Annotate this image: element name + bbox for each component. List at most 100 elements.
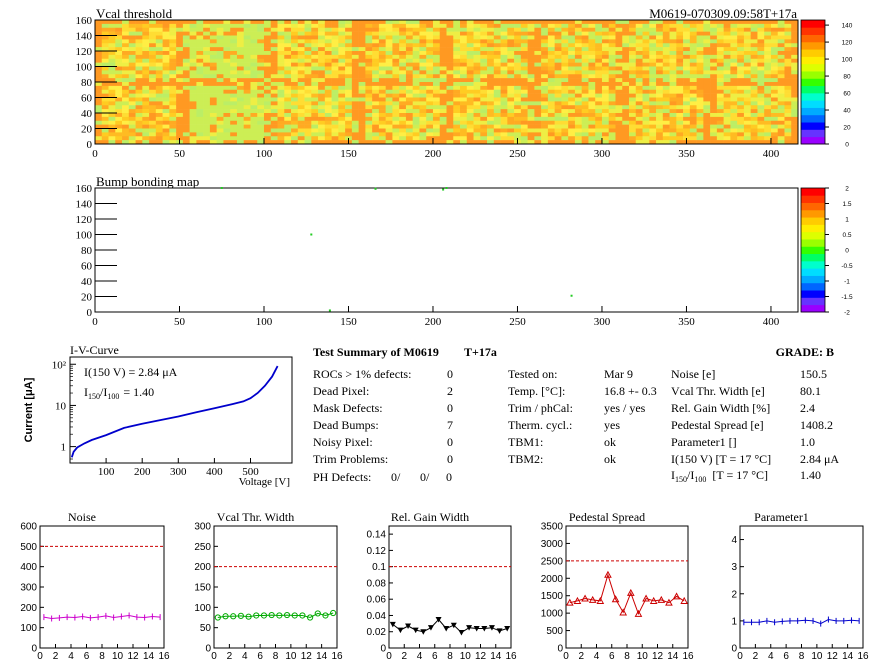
roc-plot-series-line — [43, 614, 161, 620]
vcal-pixel-cell — [615, 74, 623, 79]
vcal-pixel-cell — [750, 116, 758, 122]
vcal-pixel-cell — [635, 82, 643, 87]
vcal-pixel-cell — [230, 93, 238, 98]
vcal-pixel-cell — [189, 82, 197, 87]
vcal-pixel-cell — [629, 120, 637, 125]
vcal-pixel-cell — [574, 105, 582, 110]
vcal-pixel-cell — [473, 82, 481, 87]
vcal-pixel-cell — [277, 101, 285, 106]
vcal-pixel-cell — [547, 124, 555, 129]
vcal-pixel-cell — [527, 51, 535, 56]
vcal-pixel-cell — [757, 82, 765, 87]
vcal-pixel-cell — [426, 23, 434, 29]
vcal-pixel-cell — [182, 47, 190, 52]
vcal-pixel-cell — [358, 35, 366, 40]
vcal-pixel-cell — [142, 62, 150, 67]
vcal-pixel-cell — [615, 58, 623, 63]
vcal-pixel-cell — [115, 124, 123, 129]
vcal-pixel-cell — [263, 51, 272, 56]
vcal-pixel-cell — [500, 97, 508, 102]
vcal-pixel-cell — [453, 120, 461, 125]
vcal-pixel-cell — [649, 27, 657, 32]
vcal-pixel-cell — [223, 66, 231, 71]
vcal-pixel-cell — [203, 140, 211, 145]
vcal-pixel-cell — [311, 20, 319, 25]
vcal-pixel-cell — [514, 101, 522, 106]
vcal-pixel-cell — [514, 78, 522, 83]
vcal-pixel-cell — [629, 105, 637, 110]
vcal-pixel-cell — [777, 82, 785, 87]
vcal-pixel-cell — [716, 23, 724, 29]
vcal-pixel-cell — [764, 93, 772, 98]
vcal-pixel-cell — [554, 62, 562, 67]
vcal-pixel-cell — [142, 35, 150, 40]
vcal-pixel-cell — [588, 97, 596, 102]
vcal-pixel-cell — [257, 132, 265, 137]
bump-colorbar-label: 1 — [845, 217, 849, 224]
vcal-pixel-cell — [561, 62, 569, 67]
vcal-pixel-cell — [128, 27, 136, 32]
vcal-pixel-cell — [270, 93, 278, 98]
vcal-pixel-cell — [291, 27, 299, 32]
vcal-pixel-cell — [432, 27, 441, 32]
vcal-pixel-cell — [243, 140, 251, 145]
vcal-pixel-cell — [750, 20, 758, 25]
vcal-pixel-cell — [541, 58, 549, 63]
vcal-pixel-cell — [304, 93, 312, 98]
vcal-pixel-cell — [635, 128, 643, 133]
vcal-pixel-cell — [243, 93, 251, 98]
vcal-pixel-cell — [581, 23, 589, 29]
vcal-pixel-cell — [378, 51, 386, 56]
vcal-pixel-cell — [737, 20, 745, 25]
vcal-colorbar-band — [801, 107, 825, 116]
vcal-pixel-cell — [223, 113, 231, 118]
vcal-pixel-cell — [676, 97, 684, 102]
vcal-pixel-cell — [601, 109, 610, 114]
vcal-pixel-cell — [656, 31, 664, 36]
roc-plot-x-tick-label: 2 — [227, 651, 233, 662]
vcal-pixel-cell — [372, 35, 380, 40]
vcal-pixel-cell — [507, 27, 515, 32]
vcal-pixel-cell — [331, 47, 339, 52]
vcal-pixel-cell — [351, 47, 359, 52]
roc-plot-x-tick-label: 0 — [386, 651, 392, 662]
vcal-pixel-cell — [554, 20, 562, 25]
vcal-pixel-cell — [270, 23, 278, 29]
vcal-pixel-cell — [514, 47, 522, 52]
vcal-pixel-cell — [392, 124, 400, 129]
iv-y-tick-label: 10² — [52, 359, 67, 371]
vcal-pixel-cell — [480, 47, 488, 52]
vcal-pixel-cell — [203, 93, 211, 98]
vcal-pixel-cell — [689, 124, 697, 129]
vcal-pixel-cell — [581, 97, 589, 102]
vcal-pixel-cell — [676, 140, 684, 145]
vcal-pixel-cell — [439, 27, 447, 32]
vcal-pixel-cell — [182, 20, 190, 25]
vcal-pixel-cell — [243, 120, 251, 125]
vcal-pixel-cell — [230, 120, 238, 125]
vcal-pixel-cell — [108, 51, 116, 56]
vcal-pixel-cell — [223, 74, 231, 79]
vcal-pixel-cell — [162, 93, 170, 98]
vcal-pixel-cell — [466, 140, 474, 145]
vcal-pixel-cell — [635, 124, 643, 129]
vcal-pixel-cell — [385, 20, 393, 25]
vcal-pixel-cell — [385, 113, 393, 118]
vcal-pixel-cell — [209, 128, 217, 133]
vcal-pixel-cell — [676, 78, 684, 83]
vcal-pixel-cell — [466, 109, 474, 114]
vcal-pixel-cell — [723, 97, 731, 102]
vcal-pixel-cell — [730, 85, 738, 91]
vcal-pixel-cell — [642, 54, 650, 60]
vcal-pixel-cell — [216, 39, 224, 44]
vcal-pixel-cell — [480, 124, 488, 129]
vcal-pixel-cell — [696, 109, 704, 114]
vcal-pixel-cell — [95, 66, 103, 71]
vcal-pixel-cell — [426, 54, 434, 60]
vcal-pixel-cell — [595, 93, 603, 98]
vcal-pixel-cell — [527, 124, 535, 129]
vcal-pixel-cell — [128, 20, 136, 25]
roc-plot-title: Noise — [68, 510, 96, 524]
vcal-pixel-cell — [629, 140, 637, 145]
vcal-pixel-cell — [446, 140, 454, 145]
